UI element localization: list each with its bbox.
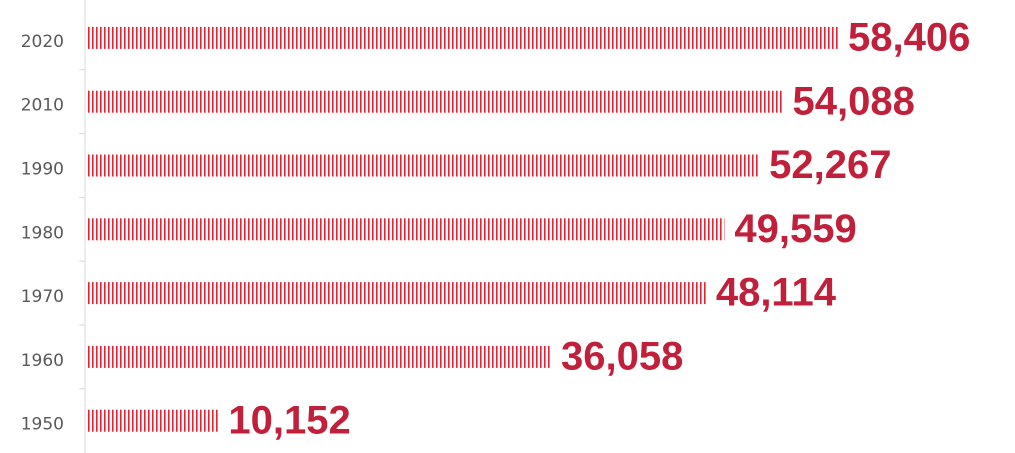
- value-label: 49,559: [734, 207, 856, 251]
- value-label: 58,406: [848, 15, 970, 59]
- y-tick-label: 2020: [21, 32, 64, 52]
- bar: [88, 90, 783, 113]
- y-tick-label: 1960: [21, 351, 64, 371]
- value-label: 54,088: [793, 79, 915, 123]
- y-tick-label: 1980: [21, 223, 64, 243]
- value-label: 36,058: [561, 334, 683, 378]
- y-tick-label: 1970: [21, 287, 64, 307]
- value-label: 10,152: [228, 398, 350, 442]
- y-tick-label: 1950: [21, 415, 64, 435]
- y-tick-label: 1990: [21, 160, 64, 180]
- bar: [88, 345, 552, 368]
- bar: [88, 26, 838, 49]
- bar: [88, 154, 760, 177]
- value-label: 48,114: [716, 271, 837, 315]
- value-label: 52,267: [769, 143, 891, 187]
- y-tick-label: 2010: [21, 96, 64, 116]
- bar: [88, 218, 725, 241]
- bar: [88, 282, 706, 305]
- bar: [88, 409, 219, 432]
